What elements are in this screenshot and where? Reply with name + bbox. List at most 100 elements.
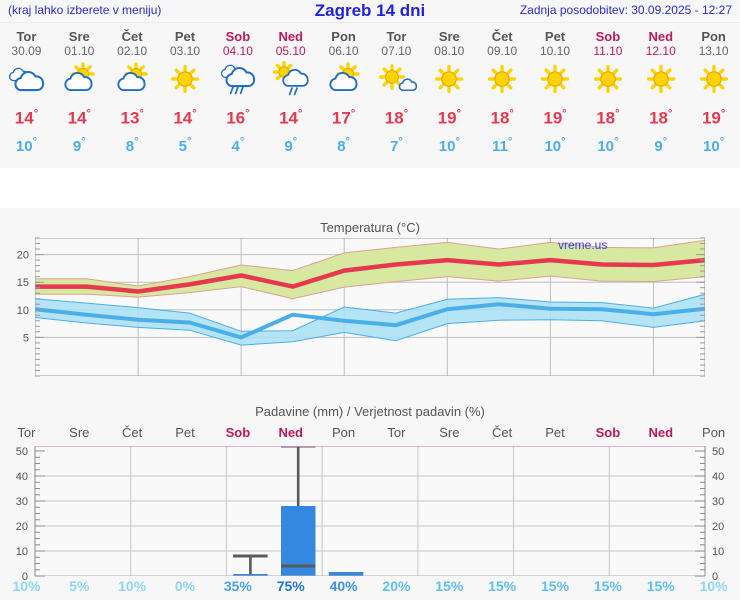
location-menu-note: (kraj lahko izberete v meniju) <box>8 3 162 17</box>
day-column-13.10[interactable]: Pon 13.10 19° 10° <box>687 23 740 169</box>
day-column-02.10[interactable]: Čet 02.10 13° 8° <box>106 23 159 169</box>
temperature-max-value: 14 <box>67 108 87 128</box>
day-column-08.10[interactable]: Sre 08.10 19° 10° <box>423 23 476 169</box>
precipitation-probability: 10% <box>118 578 147 594</box>
svg-text:30: 30 <box>16 496 28 508</box>
day-date: 04.10 <box>222 44 253 58</box>
day-name: Sre <box>438 29 460 44</box>
degree-sign: ° <box>350 108 356 120</box>
temperature-min-value: 4 <box>231 137 240 155</box>
temperature-min-value: 9 <box>72 137 82 155</box>
degree-sign: ° <box>562 108 567 120</box>
temperature-max-value: 14 <box>173 108 193 128</box>
temperature-max: 14° <box>173 104 196 129</box>
day-column-12.10[interactable]: Ned 12.10 18° 9° <box>634 23 687 169</box>
precipitation-day-label: Pon <box>702 425 726 440</box>
degree-sign: ° <box>86 108 91 120</box>
day-column-30.09[interactable]: Tor 30.09 14° 10° <box>0 23 53 169</box>
daily-forecast-strip: Tor 30.09 14° 10° Sre 01.10 14° 9° Čet 02.10 13… <box>0 22 740 169</box>
temperature-max: 18° <box>649 104 672 129</box>
temperature-max-value: 13 <box>120 108 140 128</box>
day-name: Ned <box>648 29 674 44</box>
day-name: Čet <box>491 29 513 44</box>
temperature-min: 8° <box>337 133 350 156</box>
temperature-min-value: 8 <box>337 137 346 155</box>
temperature-min-value: 8 <box>125 137 135 155</box>
temperature-min: 10° <box>703 133 724 156</box>
temperature-min: 10° <box>16 133 37 156</box>
day-name: Pon <box>331 29 356 44</box>
degree-sign: ° <box>186 135 192 148</box>
degree-sign: ° <box>615 108 620 120</box>
day-column-04.10[interactable]: Sob 04.10 16° 4° <box>211 23 264 169</box>
temperature-chart-panel: Temperatura (°C) 5 10 15 20 <box>0 208 740 398</box>
precipitation-day-label: Ned <box>648 425 674 440</box>
day-name: Sob <box>595 29 621 44</box>
temperature-max: 17° <box>332 104 355 129</box>
degree-sign: ° <box>614 135 619 148</box>
precipitation-probability: 15% <box>541 578 570 594</box>
temperature-min-value: 11 <box>492 137 508 155</box>
sun-icon <box>691 61 737 99</box>
svg-text:20: 20 <box>16 521 28 533</box>
temperature-min-value: 7 <box>390 137 399 155</box>
section-gap <box>0 168 740 368</box>
precipitation-day-label: Sob <box>225 425 251 440</box>
day-column-03.10[interactable]: Pet 03.10 14° 5° <box>159 23 212 169</box>
degree-sign: ° <box>507 135 513 148</box>
day-column-01.10[interactable]: Sre 01.10 14° 9° <box>53 23 106 169</box>
day-column-07.10[interactable]: Tor 07.10 18° 7° <box>370 23 423 169</box>
precipitation-day-label: Tor <box>17 425 36 440</box>
degree-sign: ° <box>455 135 460 148</box>
precipitation-probability: 10% <box>12 578 41 594</box>
precipitation-probability: 15% <box>488 578 517 594</box>
day-date: 30.09 <box>11 44 42 58</box>
temperature-max-value: 17 <box>331 108 351 128</box>
degree-sign: ° <box>239 135 245 148</box>
precipitation-probability: 0% <box>174 578 196 594</box>
temperature-min-value: 10 <box>703 137 720 155</box>
temperature-max: 19° <box>438 104 461 129</box>
sun-icon <box>162 61 208 99</box>
day-column-05.10[interactable]: Ned 05.10 14° 9° <box>264 23 317 169</box>
temperature-chart-title: Temperatura (°C) <box>0 220 740 235</box>
day-name: Ned <box>278 29 303 44</box>
temperature-min-value: 10 <box>597 137 615 155</box>
precipitation-probability: 5% <box>69 578 90 594</box>
top-bar: (kraj lahko izberete v meniju) Zagreb 14… <box>0 0 740 22</box>
day-date: 11.10 <box>593 44 623 58</box>
svg-text:30: 30 <box>712 496 724 508</box>
temperature-chart-title-text: Temperatura (°C) <box>320 220 420 235</box>
day-column-06.10[interactable]: Pon 06.10 17° 8° <box>317 23 370 169</box>
day-date: 12.10 <box>645 44 676 58</box>
temperature-min: 7° <box>390 133 403 156</box>
day-name: Pon <box>701 29 726 44</box>
temperature-min: 5° <box>179 133 192 156</box>
temperature-max-value: 19 <box>543 108 563 128</box>
precipitation-chart-panel: Padavine (mm) / Verjetnost padavin (%) T… <box>0 398 740 600</box>
temperature-max: 14° <box>15 104 38 129</box>
degree-sign: ° <box>192 108 197 120</box>
degree-sign: ° <box>398 135 403 148</box>
svg-text:15: 15 <box>17 277 29 289</box>
temperature-max-value: 14 <box>279 108 298 128</box>
svg-text:50: 50 <box>712 446 724 458</box>
svg-text:10: 10 <box>16 546 28 558</box>
svg-text:10: 10 <box>17 305 29 317</box>
day-column-09.10[interactable]: Čet 09.10 18° 11° <box>476 23 529 169</box>
sun-cloud-rain-icon <box>268 61 314 99</box>
day-column-10.10[interactable]: Pet 10.10 19° 10° <box>529 23 582 169</box>
watermark: vreme.us <box>558 238 608 252</box>
day-name: Tor <box>16 29 37 44</box>
precipitation-day-label: Čet <box>492 425 513 440</box>
temperature-max: 14° <box>68 104 91 129</box>
temperature-max-value: 19 <box>701 108 721 128</box>
degree-sign: ° <box>33 108 39 120</box>
temperature-max-value: 14 <box>14 108 34 128</box>
temperature-min-value: 10 <box>15 137 33 155</box>
temperature-max: 18° <box>491 104 514 129</box>
precipitation-probability: 10% <box>699 578 728 594</box>
temperature-max-value: 16 <box>226 108 246 128</box>
day-column-11.10[interactable]: Sob 11.10 18° 10° <box>581 23 634 169</box>
